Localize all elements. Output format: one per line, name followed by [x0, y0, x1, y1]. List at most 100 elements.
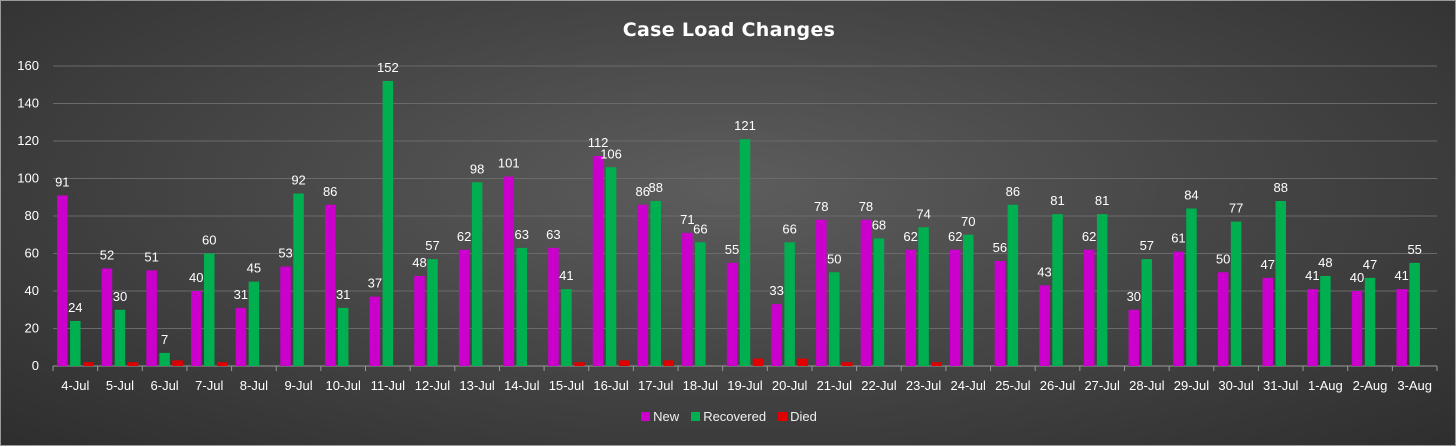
x-tick-label: 26-Jul — [1040, 378, 1076, 393]
bar-recovered-24-Jul — [962, 234, 974, 366]
x-tick-label: 29-Jul — [1174, 378, 1210, 393]
data-label-new: 91 — [55, 174, 69, 189]
bar-recovered-22-Jul — [873, 238, 885, 366]
bar-new-17-Jul — [637, 204, 648, 366]
data-label-recovered: 24 — [68, 300, 82, 315]
x-tick-label: 28-Jul — [1129, 378, 1165, 393]
data-label-new: 30 — [1127, 289, 1141, 304]
data-label-new: 71 — [680, 212, 694, 227]
bar-recovered-1-Aug — [1320, 276, 1331, 366]
bar-recovered-2-Aug — [1364, 277, 1376, 366]
data-label-recovered: 88 — [1274, 180, 1288, 195]
data-label-recovered: 7 — [161, 332, 168, 347]
data-label-new: 40 — [1350, 270, 1364, 285]
legend: New Recovered Died — [1, 409, 1456, 424]
x-tick-label: 31-Jul — [1263, 378, 1299, 393]
data-label-recovered: 45 — [247, 261, 261, 276]
bar-died-6-Jul — [172, 360, 183, 366]
bar-recovered-30-Jul — [1230, 221, 1242, 366]
bar-recovered-16-Jul — [605, 167, 617, 366]
data-label-new: 112 — [588, 135, 609, 150]
x-tick-label: 7-Jul — [195, 378, 223, 393]
bar-died-17-Jul — [663, 360, 674, 366]
bar-died-15-Jul — [574, 362, 585, 366]
x-tick-label: 15-Jul — [549, 378, 585, 393]
x-tick-label: 6-Jul — [151, 378, 179, 393]
data-label-new: 78 — [859, 199, 873, 214]
bar-died-20-Jul — [797, 358, 808, 366]
x-tick-label: 3-Aug — [1397, 378, 1432, 393]
y-tick-label: 160 — [17, 58, 39, 73]
bar-recovered-21-Jul — [829, 272, 840, 366]
legend-item-new: New — [641, 409, 679, 424]
data-label-recovered: 57 — [425, 238, 439, 253]
data-label-new: 47 — [1261, 257, 1275, 272]
data-label-recovered: 41 — [559, 268, 573, 283]
data-label-new: 56 — [993, 240, 1007, 255]
data-label-recovered: 47 — [1363, 257, 1377, 272]
x-tick-label: 12-Jul — [415, 378, 451, 393]
bar-recovered-29-Jul — [1186, 208, 1197, 366]
x-tick-label: 4-Jul — [61, 378, 89, 393]
data-label-recovered: 30 — [113, 289, 127, 304]
bar-new-27-Jul — [1083, 249, 1095, 366]
bar-new-26-Jul — [1039, 285, 1050, 366]
x-tick-label: 11-Jul — [371, 378, 406, 393]
bar-new-1-Aug — [1307, 289, 1318, 366]
data-label-new: 55 — [725, 242, 739, 257]
x-tick-label: 30-Jul — [1218, 378, 1254, 393]
legend-label-new: New — [653, 409, 680, 424]
x-tick-label: 14-Jul — [504, 378, 540, 393]
data-label-recovered: 66 — [693, 221, 707, 236]
data-label-new: 31 — [234, 287, 248, 302]
bar-died-4-Jul — [83, 362, 94, 366]
bar-recovered-9-Jul — [293, 193, 304, 366]
bar-recovered-11-Jul — [382, 81, 394, 366]
legend-label-died: Died — [790, 409, 817, 424]
x-tick-label: 18-Jul — [683, 378, 719, 393]
data-label-recovered: 57 — [1140, 238, 1154, 253]
data-label-new: 86 — [635, 184, 649, 199]
bar-recovered-5-Jul — [114, 309, 126, 366]
bar-new-4-Jul — [57, 195, 68, 366]
data-label-recovered: 31 — [336, 287, 350, 302]
bar-new-12-Jul — [414, 276, 425, 366]
data-label-new: 101 — [498, 156, 520, 171]
data-label-new: 62 — [1082, 229, 1096, 244]
x-tick-label: 24-Jul — [951, 378, 987, 393]
data-label-recovered: 81 — [1050, 193, 1064, 208]
data-label-recovered: 88 — [648, 180, 662, 195]
x-tick-label: 2-Aug — [1353, 378, 1388, 393]
x-tick-label: 21-Jul — [817, 378, 853, 393]
bar-recovered-17-Jul — [650, 201, 661, 366]
data-label-recovered: 50 — [827, 251, 841, 266]
y-tick-label: 60 — [25, 246, 39, 261]
legend-item-recovered: Recovered — [691, 409, 766, 424]
bar-recovered-25-Jul — [1007, 204, 1019, 366]
data-label-recovered: 74 — [916, 206, 930, 221]
bar-recovered-18-Jul — [695, 242, 706, 366]
data-label-recovered: 92 — [291, 173, 305, 188]
bar-new-29-Jul — [1173, 251, 1184, 366]
bar-recovered-8-Jul — [248, 281, 260, 366]
x-tick-label: 23-Jul — [906, 378, 942, 393]
data-label-new: 48 — [412, 255, 426, 270]
bar-recovered-3-Aug — [1409, 262, 1420, 366]
legend-label-recovered: Recovered — [703, 409, 767, 424]
bar-new-14-Jul — [503, 176, 515, 366]
bar-died-16-Jul — [618, 360, 630, 366]
data-label-new: 52 — [100, 248, 114, 263]
legend-swatch-new — [641, 412, 651, 421]
data-label-recovered: 106 — [600, 146, 622, 161]
y-tick-label: 120 — [17, 133, 39, 148]
bar-died-23-Jul — [931, 362, 942, 366]
data-label-recovered: 98 — [470, 161, 484, 176]
data-label-recovered: 63 — [515, 227, 529, 242]
x-tick-label: 9-Jul — [284, 378, 312, 393]
data-label-recovered: 66 — [782, 221, 796, 236]
y-tick-label: 0 — [32, 358, 39, 373]
data-label-recovered: 70 — [961, 214, 975, 229]
bar-new-18-Jul — [682, 232, 693, 366]
data-label-new: 86 — [323, 184, 337, 199]
